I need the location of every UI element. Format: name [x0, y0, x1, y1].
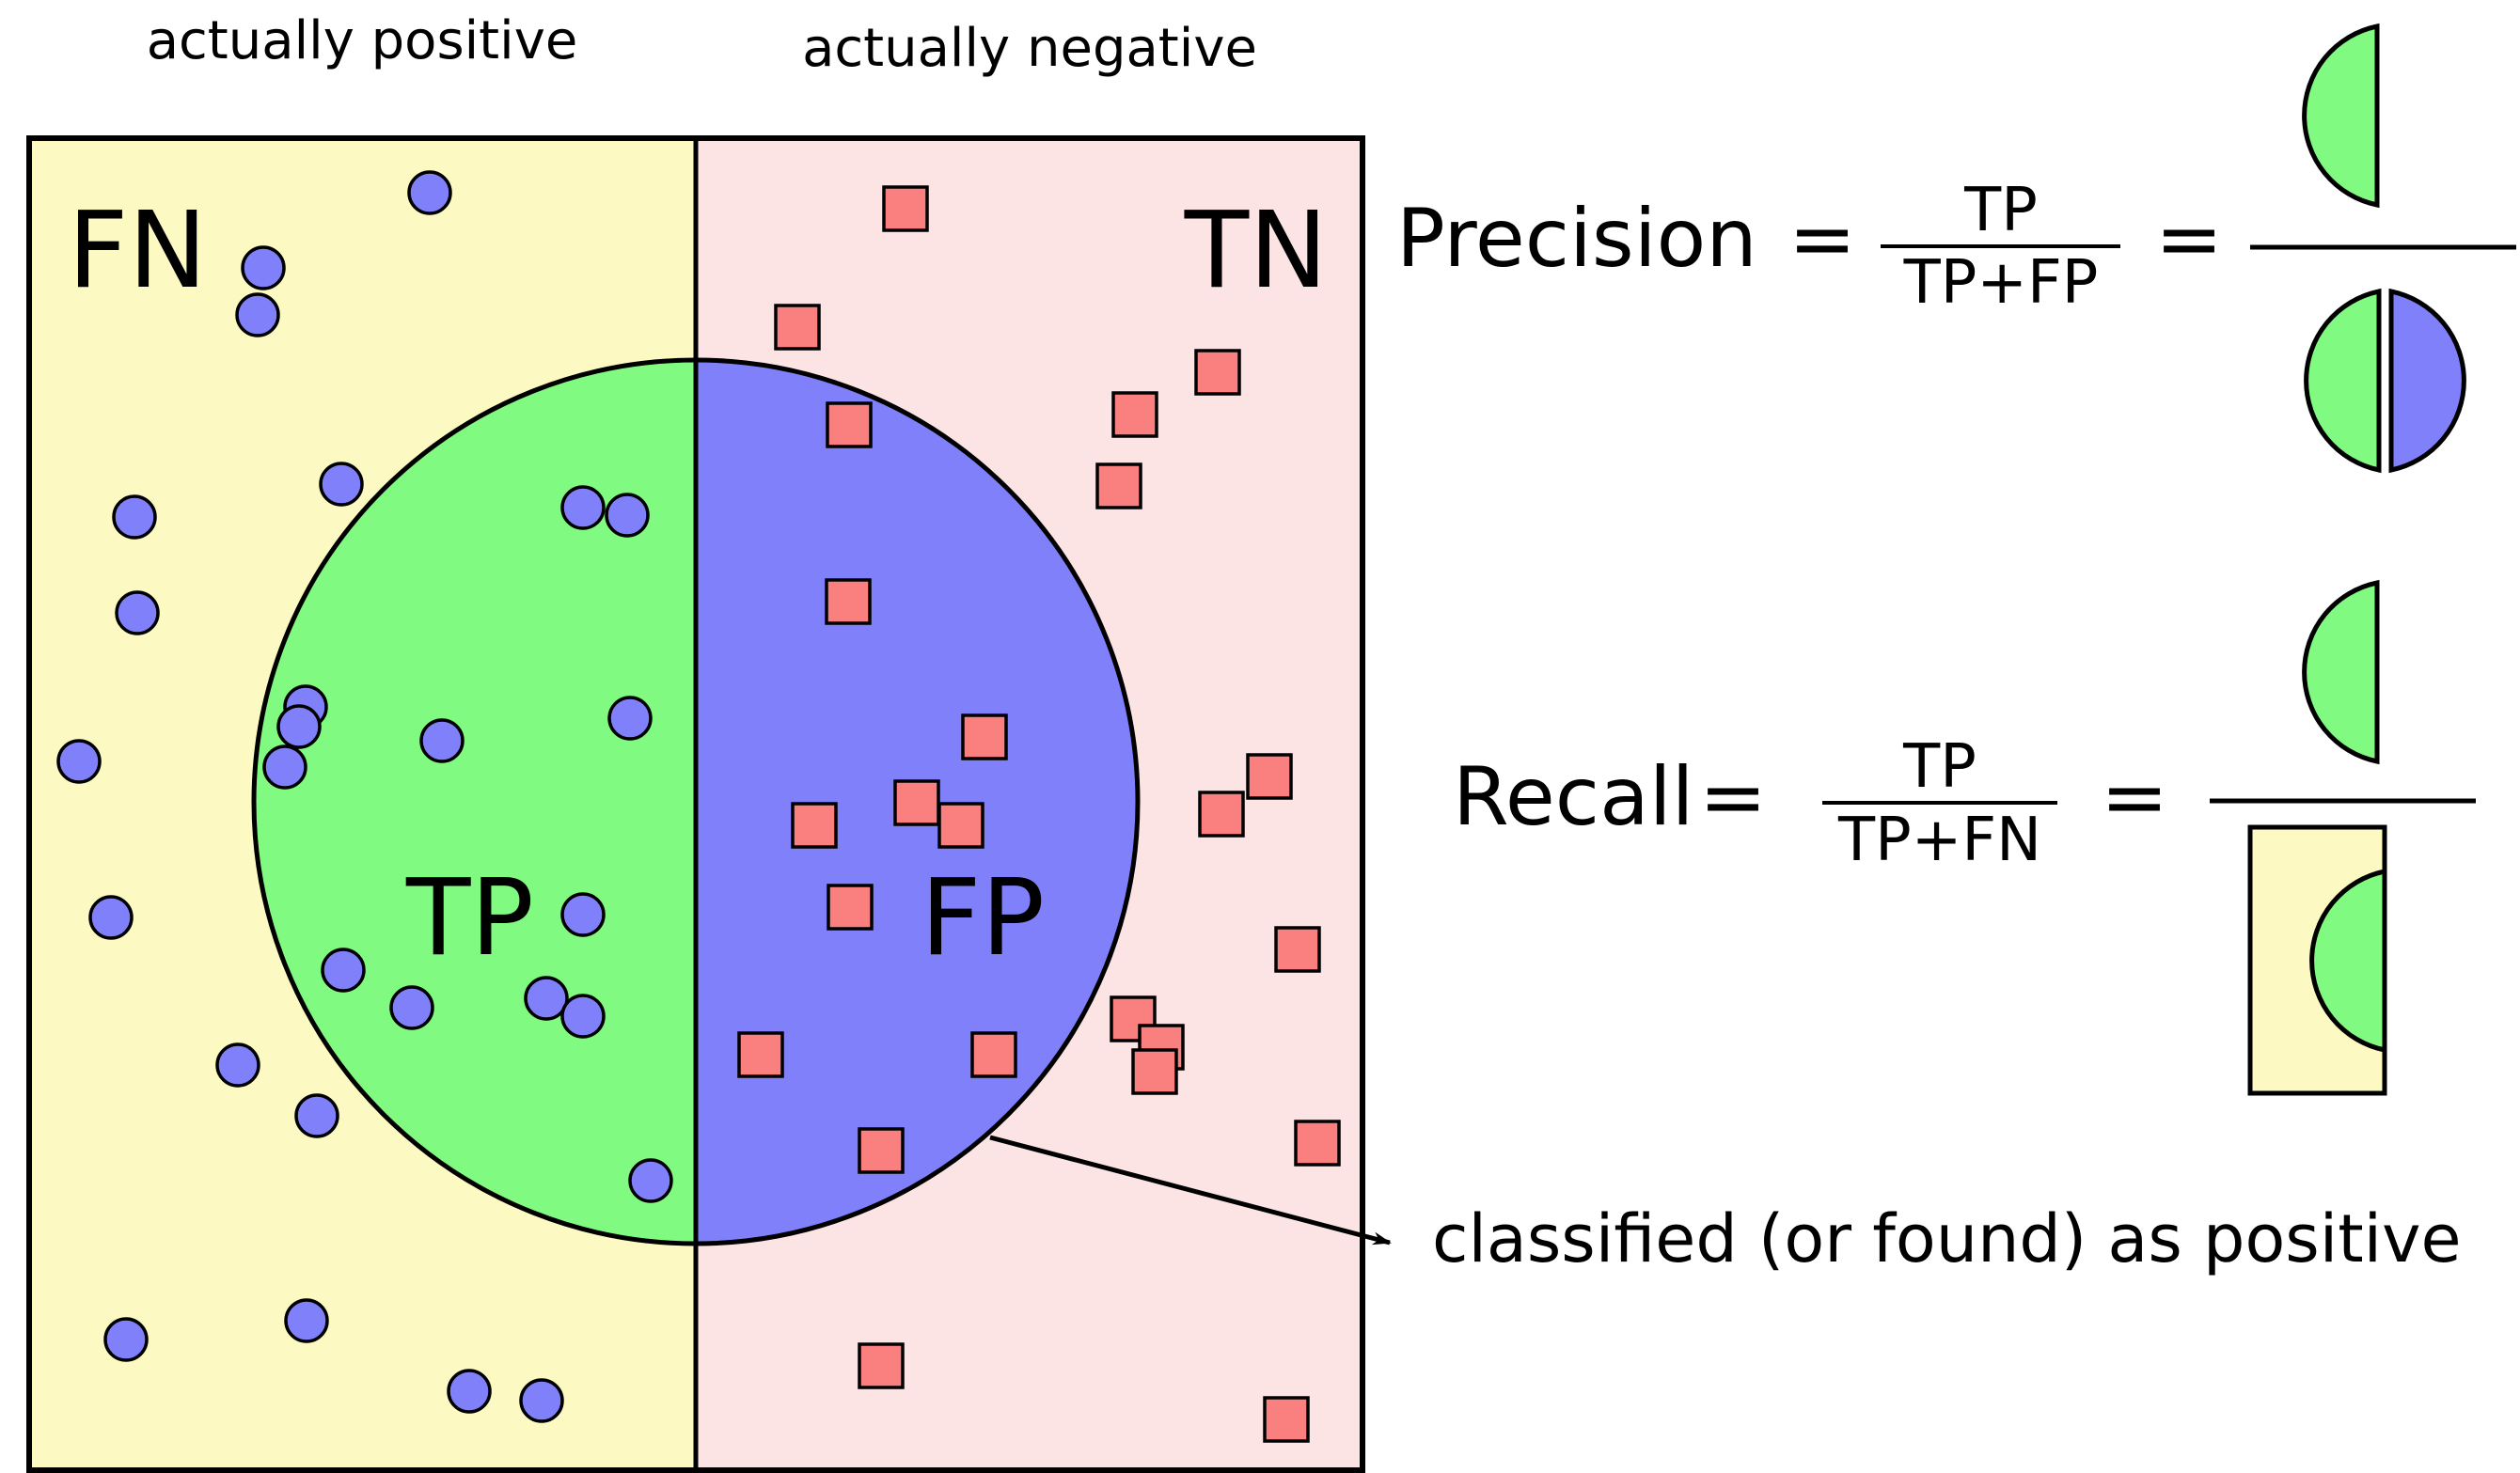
- negative-sample-square: [1263, 1396, 1310, 1443]
- negative-sample-square: [858, 1127, 905, 1174]
- tn-label: TN: [1184, 190, 1328, 312]
- positive-sample-dot: [241, 245, 286, 290]
- positive-sample-dot: [215, 1042, 260, 1088]
- positive-sample-dot: [115, 590, 160, 635]
- positive-markers: [56, 170, 673, 1423]
- fn-label: FN: [68, 190, 207, 312]
- recall-denominator: TP+FN: [1837, 806, 2041, 875]
- positive-sample-dot: [419, 718, 465, 763]
- positive-sample-dot: [389, 985, 434, 1030]
- positive-sample-dot: [524, 976, 569, 1021]
- precision-numerator: TP: [1963, 176, 2038, 245]
- negative-sample-square: [737, 1031, 784, 1078]
- negative-sample-square: [893, 779, 940, 826]
- positive-sample-dot: [235, 292, 280, 337]
- recall-equals: =: [1699, 750, 1767, 844]
- fp-label: FP: [921, 857, 1045, 979]
- positive-sample-dot: [319, 462, 364, 507]
- negative-sample-square: [1294, 1120, 1341, 1167]
- negative-sample-square: [1274, 926, 1321, 973]
- positive-sample-dot: [560, 892, 606, 937]
- precision-numerator-tp-icon: [2302, 23, 2380, 209]
- negative-sample-square: [858, 1342, 905, 1389]
- positive-sample-dot: [276, 704, 322, 749]
- negative-sample-square: [961, 713, 1008, 760]
- recall-numerator-tp-icon: [2302, 579, 2380, 765]
- precision-equals-second: =: [2155, 192, 2223, 286]
- positive-sample-dot: [284, 1298, 329, 1343]
- actually-negative-header: actually negative: [802, 18, 1257, 79]
- positive-sample-dot: [607, 696, 653, 741]
- negative-sample-square: [1095, 462, 1142, 509]
- recall-denominator-tp-icon: [2309, 868, 2387, 1054]
- negative-sample-square: [1131, 1048, 1178, 1095]
- precision-formula: Precision = TP TP+FP =: [1396, 23, 2516, 474]
- tp-label: TP: [405, 857, 534, 979]
- negative-sample-square: [882, 185, 929, 232]
- positive-sample-dot: [407, 170, 452, 215]
- precision-equals: =: [1788, 192, 1856, 286]
- positive-sample-dot: [605, 493, 650, 538]
- positive-sample-dot: [112, 494, 157, 540]
- precision-denominator: TP+FP: [1903, 248, 2099, 318]
- outer-frame: [26, 135, 1365, 1473]
- positive-sample-dot: [628, 1158, 673, 1203]
- negative-sample-square: [1246, 753, 1293, 800]
- positive-sample-dot: [560, 994, 606, 1039]
- negative-sample-square: [827, 884, 874, 931]
- positive-sample-dot: [262, 744, 307, 790]
- negative-sample-square: [791, 802, 838, 849]
- recall-label: Recall: [1453, 750, 1694, 844]
- recall-numerator: TP: [1902, 732, 1977, 802]
- precision-label: Precision: [1396, 192, 1757, 286]
- positive-sample-dot: [88, 895, 134, 940]
- positive-sample-dot: [321, 948, 366, 993]
- negative-sample-square: [825, 578, 872, 625]
- positive-sample-dot: [519, 1378, 564, 1423]
- positive-sample-dot: [447, 1369, 492, 1414]
- negative-sample-square: [1111, 391, 1158, 438]
- negative-sample-square: [826, 401, 873, 448]
- actually-positive-header: actually positive: [147, 10, 578, 71]
- precision-denominator-tp-icon: [2304, 288, 2382, 474]
- negative-sample-square: [1198, 791, 1245, 838]
- negative-sample-square: [970, 1031, 1017, 1078]
- precision-denominator-fp-icon: [2388, 288, 2466, 474]
- positive-sample-dot: [56, 739, 102, 784]
- negative-markers: [737, 185, 1341, 1443]
- classified-arrow: [989, 1135, 1392, 1246]
- negative-sample-square: [937, 802, 984, 849]
- positive-sample-dot: [103, 1317, 149, 1362]
- recall-equals-second: =: [2101, 750, 2168, 844]
- positive-sample-dot: [294, 1093, 339, 1138]
- negative-sample-square: [774, 304, 821, 351]
- negative-sample-square: [1194, 349, 1241, 396]
- classified-as-positive-label: classified (or found) as positive: [1432, 1200, 2462, 1277]
- positive-sample-dot: [560, 485, 606, 530]
- recall-formula: Recall = TP TP+FN =: [1453, 579, 2476, 1096]
